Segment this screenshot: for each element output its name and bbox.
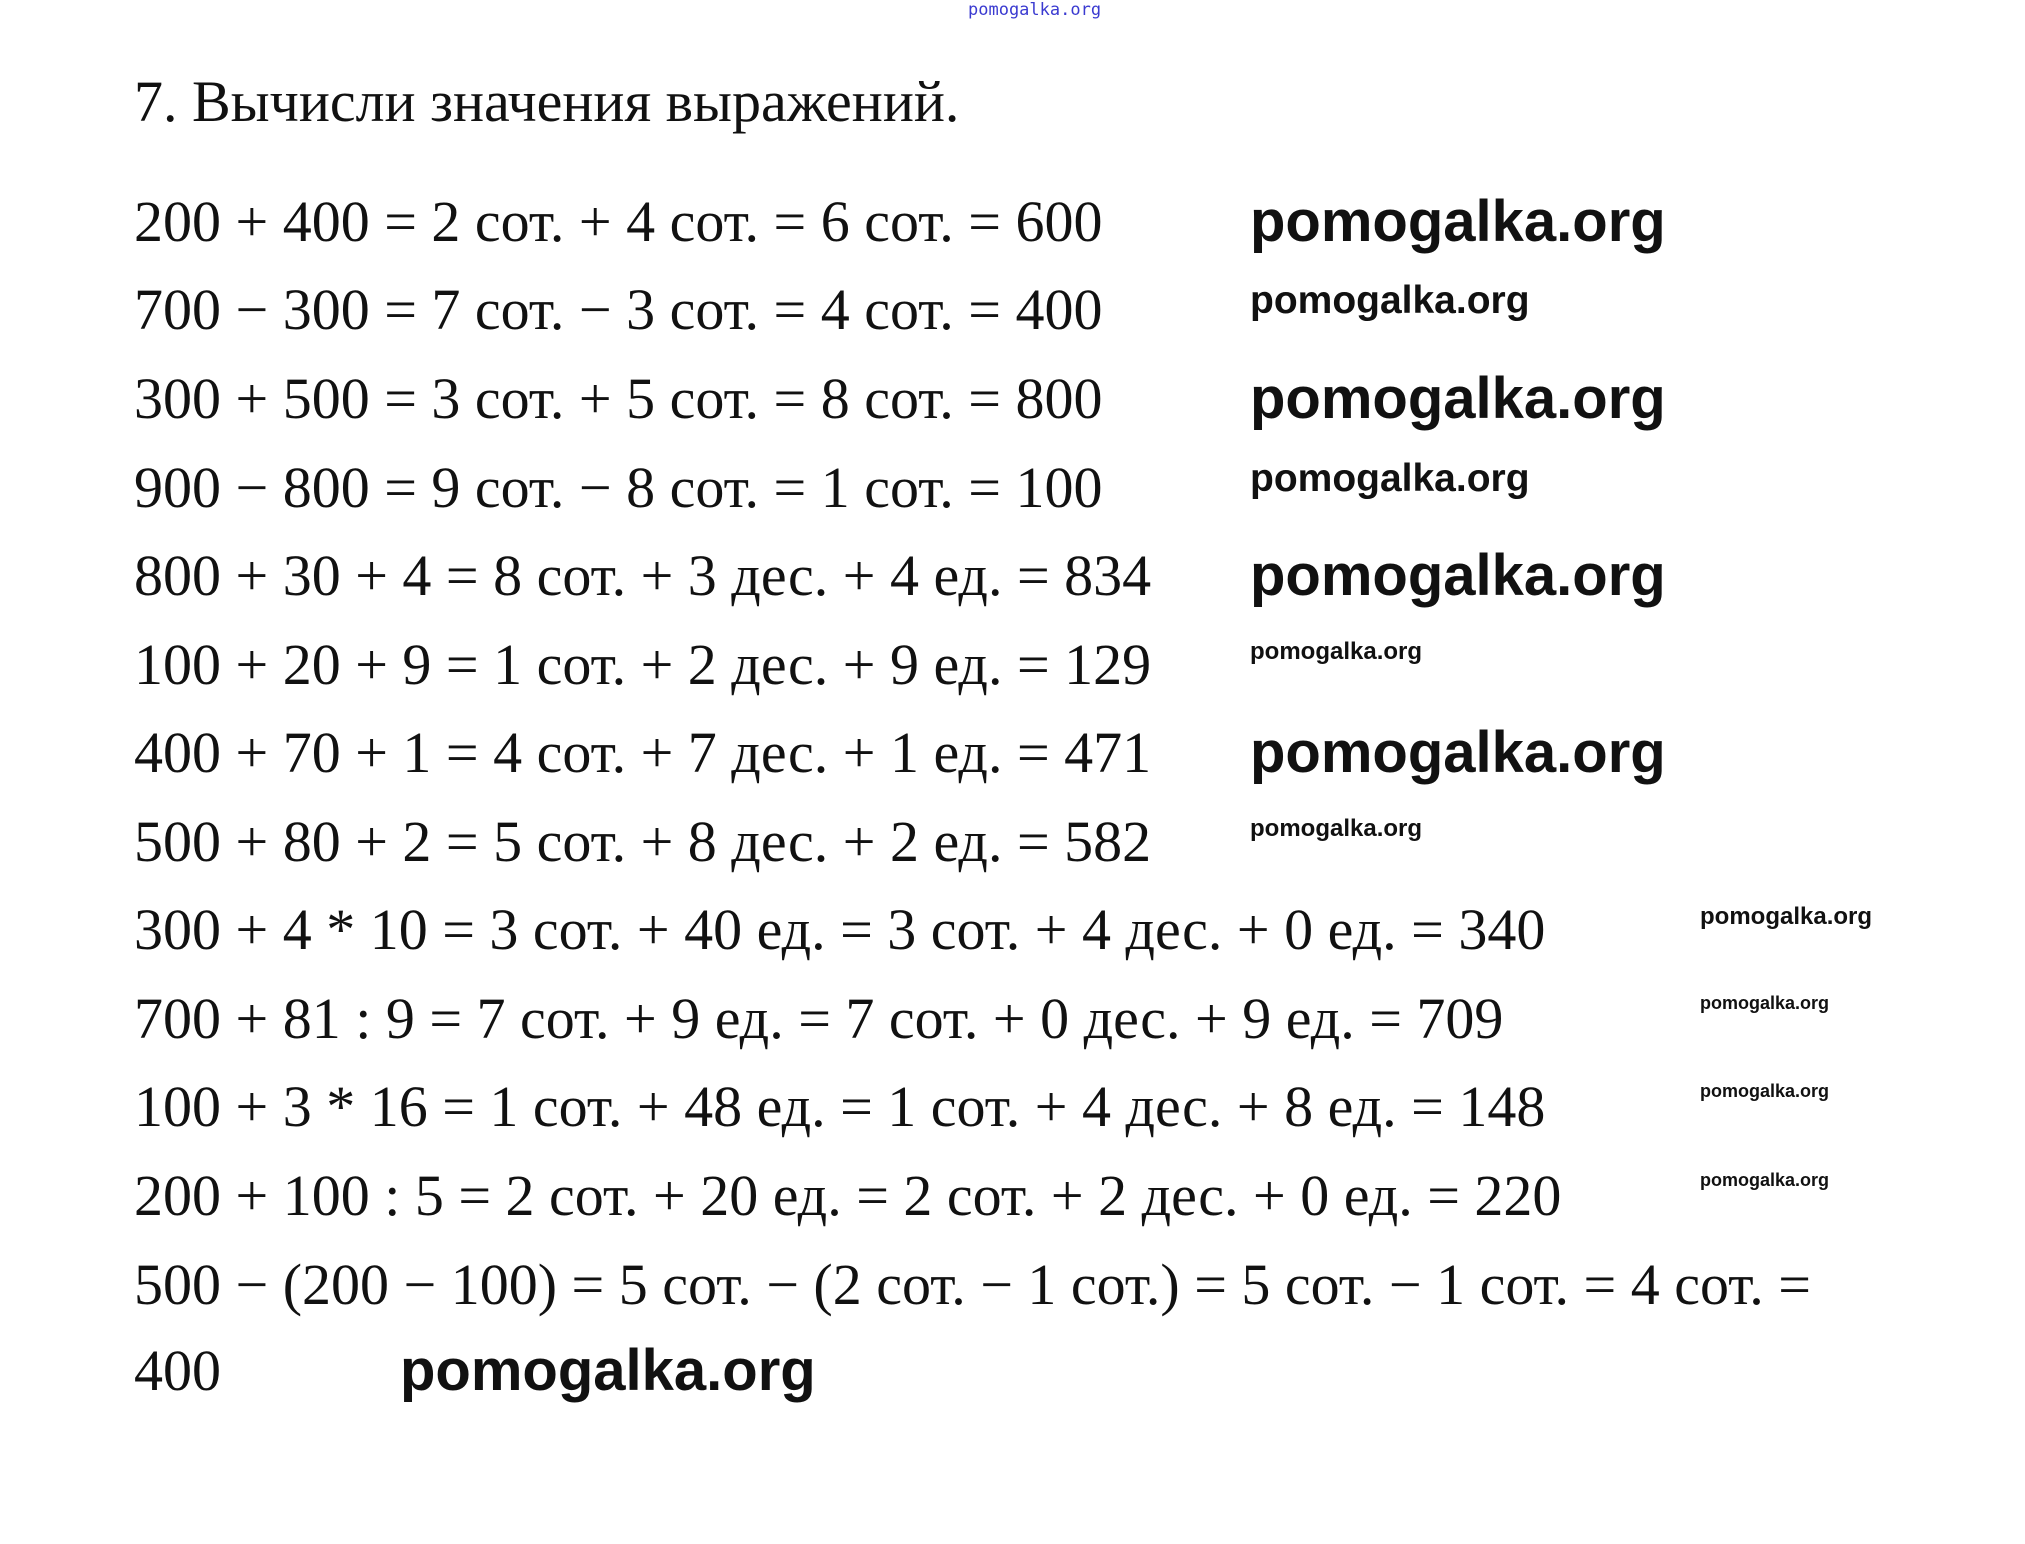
header-watermark: pomogalka.org (968, 0, 1102, 20)
watermark: pomogalka.org (1250, 279, 1530, 322)
equation-line: 200 + 400 = 2 сот. + 4 сот. = 6 сот. = 6… (134, 189, 1103, 254)
equation-line: 700 + 81 : 9 = 7 сот. + 9 ед. = 7 сот. +… (134, 986, 1504, 1051)
watermark: pomogalka.org (1700, 903, 1873, 930)
watermark: pomogalka.org (1250, 543, 1666, 608)
equation-line: 500 + 80 + 2 = 5 сот. + 8 дес. + 2 ед. =… (134, 809, 1152, 874)
equation-line: 700 − 300 = 7 сот. − 3 сот. = 4 сот. = 4… (134, 277, 1103, 342)
exercise-title: 7. Вычисли значения выражений. (134, 69, 960, 134)
watermark: pomogalka.org (1250, 189, 1666, 254)
watermark: pomogalka.org (1700, 993, 1830, 1013)
watermark: pomogalka.org (1700, 1081, 1830, 1101)
equation-line: 400 (134, 1338, 221, 1403)
equation-line: 200 + 100 : 5 = 2 сот. + 20 ед. = 2 сот.… (134, 1163, 1562, 1228)
equation-line: 100 + 3 * 16 = 1 сот. + 48 ед. = 1 сот. … (134, 1074, 1546, 1139)
equation-line: 900 − 800 = 9 сот. − 8 сот. = 1 сот. = 1… (134, 455, 1103, 520)
equation-line: 800 + 30 + 4 = 8 сот. + 3 дес. + 4 ед. =… (134, 543, 1152, 608)
watermark: pomogalka.org (1250, 815, 1423, 842)
watermark: pomogalka.org (400, 1338, 816, 1403)
equation-line: 100 + 20 + 9 = 1 сот. + 2 дес. + 9 ед. =… (134, 632, 1152, 697)
watermark: pomogalka.org (1250, 638, 1423, 665)
equation-line: 300 + 500 = 3 сот. + 5 сот. = 8 сот. = 8… (134, 366, 1103, 431)
equation-line: 500 − (200 − 100) = 5 сот. − (2 сот. − 1… (134, 1252, 1811, 1317)
watermark: pomogalka.org (1250, 457, 1530, 500)
equation-line: 400 + 70 + 1 = 4 сот. + 7 дес. + 1 ед. =… (134, 720, 1152, 785)
equation-line: 300 + 4 * 10 = 3 сот. + 40 ед. = 3 сот. … (134, 897, 1546, 962)
watermark: pomogalka.org (1250, 366, 1666, 431)
watermark: pomogalka.org (1250, 720, 1666, 785)
watermark: pomogalka.org (1700, 1170, 1830, 1190)
